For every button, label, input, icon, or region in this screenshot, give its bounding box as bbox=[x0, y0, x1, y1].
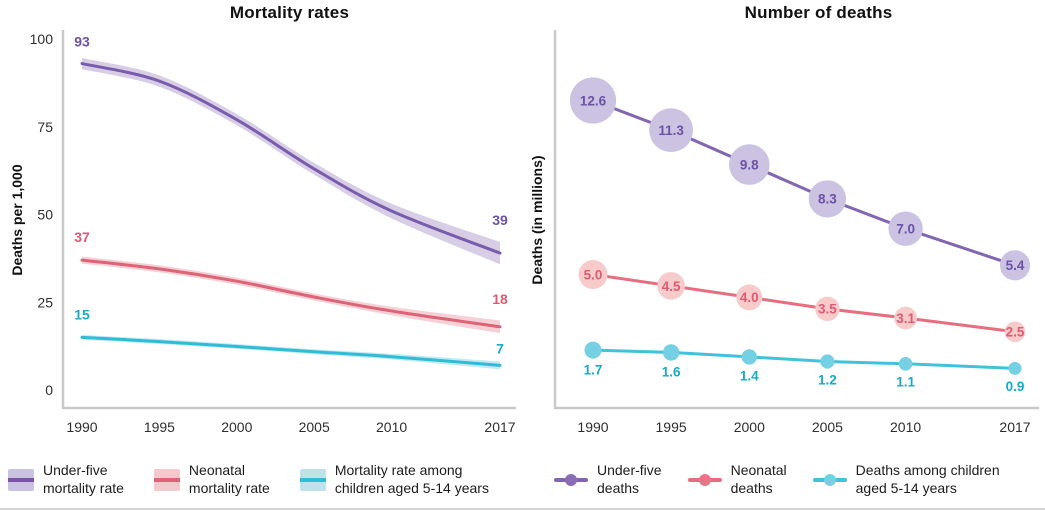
legend-item: Neonatal deaths bbox=[687, 462, 787, 497]
bubble-value-label: 4.5 bbox=[662, 279, 681, 294]
legend: Under-five mortality rate Neonatal mortalit… bbox=[0, 452, 1045, 508]
data-bubble bbox=[898, 357, 913, 371]
bubble-value-label: 3.5 bbox=[818, 302, 837, 317]
x-tick-label: 1990 bbox=[66, 419, 97, 435]
legend-item: Under-five deaths bbox=[554, 462, 662, 497]
legend-line-dot-icon bbox=[687, 474, 722, 486]
series-line bbox=[80, 258, 502, 329]
bubble-value-label: 1.1 bbox=[896, 375, 915, 390]
data-bubble bbox=[736, 284, 763, 311]
x-tick-label: 2010 bbox=[376, 419, 407, 435]
legend-item: Deaths among children aged 5-14 years bbox=[812, 462, 1000, 497]
bubble-value-label: 1.4 bbox=[740, 369, 759, 384]
right-chart-title: Number of deaths bbox=[744, 3, 893, 22]
data-bubble bbox=[815, 296, 840, 322]
confidence-band bbox=[82, 256, 500, 334]
legend-label: Under-five deaths bbox=[597, 462, 662, 496]
x-tick-label: 2000 bbox=[221, 419, 252, 435]
legend-item: Under-five mortality rate bbox=[8, 462, 124, 497]
bubble-value-label: 9.8 bbox=[740, 157, 759, 172]
bubble-value-label: 2.5 bbox=[1006, 325, 1025, 340]
x-tick-label: 1995 bbox=[656, 419, 687, 435]
legend-right-group: Under-five deaths Neonatal deaths Deaths amo… bbox=[522, 452, 1045, 508]
y-tick-label: 100 bbox=[30, 31, 54, 47]
data-bubble bbox=[729, 144, 770, 185]
y-tick-label: 75 bbox=[37, 119, 53, 135]
data-bubble bbox=[657, 272, 685, 300]
x-tick-label: 2017 bbox=[999, 419, 1030, 435]
legend-label: Neonatal deaths bbox=[730, 462, 787, 496]
bubble-value-label: 3.1 bbox=[896, 311, 915, 326]
legend-line-dot-icon bbox=[812, 474, 847, 486]
data-bubble bbox=[1008, 361, 1022, 375]
legend-label: Neonatal mortality rate bbox=[188, 462, 270, 496]
bubble-value-label: 7.0 bbox=[896, 222, 915, 237]
legend-label: Deaths among children aged 5-14 years bbox=[855, 462, 1000, 496]
axis-line bbox=[553, 30, 1039, 410]
data-bubble bbox=[888, 211, 923, 246]
bubble-value-label: 4.0 bbox=[740, 290, 759, 305]
legend-line-dot-icon bbox=[554, 474, 588, 486]
legend-item: Neonatal mortality rate bbox=[153, 462, 270, 497]
legend-label: Mortality rate among children aged 5-14 y… bbox=[334, 462, 489, 496]
bubble-value-label: 8.3 bbox=[818, 192, 837, 207]
number-of-deaths-chart: 1990 1995 2000 2005 2010 2017 12.6 11.3 9.8 8.3 7.… bbox=[553, 30, 1039, 435]
legend-band-swatch-icon bbox=[8, 469, 34, 491]
data-bubble bbox=[820, 354, 835, 369]
bubble-value-label: 12.6 bbox=[580, 93, 607, 108]
data-bubble bbox=[741, 349, 757, 365]
data-bubble bbox=[649, 108, 693, 153]
data-bubble bbox=[894, 306, 917, 330]
series-line bbox=[592, 273, 1016, 334]
series-start-value-label: 37 bbox=[74, 229, 90, 245]
data-bubble bbox=[569, 77, 617, 124]
series-line bbox=[80, 335, 502, 367]
axis-line bbox=[61, 30, 516, 410]
bubble-value-label: 11.3 bbox=[658, 123, 684, 138]
data-bubble bbox=[999, 250, 1031, 281]
series-line bbox=[592, 348, 1016, 370]
y-tick-label: 50 bbox=[37, 207, 53, 223]
bubble-value-label: 5.4 bbox=[1006, 258, 1025, 273]
data-bubble bbox=[1004, 321, 1026, 343]
legend-label: Under-five mortality rate bbox=[43, 462, 124, 496]
legend-band-swatch-icon bbox=[299, 469, 326, 491]
bubble-value-label: 1.7 bbox=[584, 363, 603, 378]
legend-band-swatch-icon bbox=[153, 469, 180, 491]
left-chart-title: Mortality rates bbox=[229, 3, 350, 22]
x-tick-label: 2005 bbox=[299, 419, 330, 435]
x-tick-label: 2010 bbox=[890, 419, 921, 435]
series-end-value-label: 7 bbox=[496, 340, 504, 356]
bubble-value-label: 5.0 bbox=[584, 267, 603, 282]
series-start-value-label: 15 bbox=[74, 306, 90, 322]
series-end-value-label: 39 bbox=[492, 212, 508, 228]
data-bubble bbox=[584, 341, 602, 359]
y-tick-label: 0 bbox=[45, 382, 53, 398]
x-tick-label: 2000 bbox=[734, 419, 765, 435]
confidence-band bbox=[82, 57, 500, 265]
series-end-value-label: 18 bbox=[492, 291, 508, 307]
x-tick-label: 1990 bbox=[577, 419, 608, 435]
series-line bbox=[80, 62, 502, 255]
data-bubble bbox=[578, 260, 608, 289]
data-bubble bbox=[662, 344, 680, 361]
bubble-value-label: 1.6 bbox=[662, 365, 681, 380]
bubble-value-label: 1.2 bbox=[818, 373, 837, 388]
legend-left-group: Under-five mortality rate Neonatal mortalit… bbox=[0, 452, 522, 508]
mortality-rates-chart: 0 25 50 75 100 1990 1995 2000 2005 2010 2017 93 39 37… bbox=[30, 30, 516, 435]
legend-item: Mortality rate among children aged 5-14 y… bbox=[299, 462, 489, 497]
series-start-value-label: 93 bbox=[74, 34, 90, 50]
x-tick-label: 2017 bbox=[484, 419, 515, 435]
bubble-value-label: 0.9 bbox=[1006, 379, 1025, 394]
x-tick-label: 1995 bbox=[144, 419, 175, 435]
data-bubble bbox=[808, 180, 847, 218]
y-tick-label: 25 bbox=[37, 294, 53, 310]
x-tick-label: 2005 bbox=[812, 419, 843, 435]
